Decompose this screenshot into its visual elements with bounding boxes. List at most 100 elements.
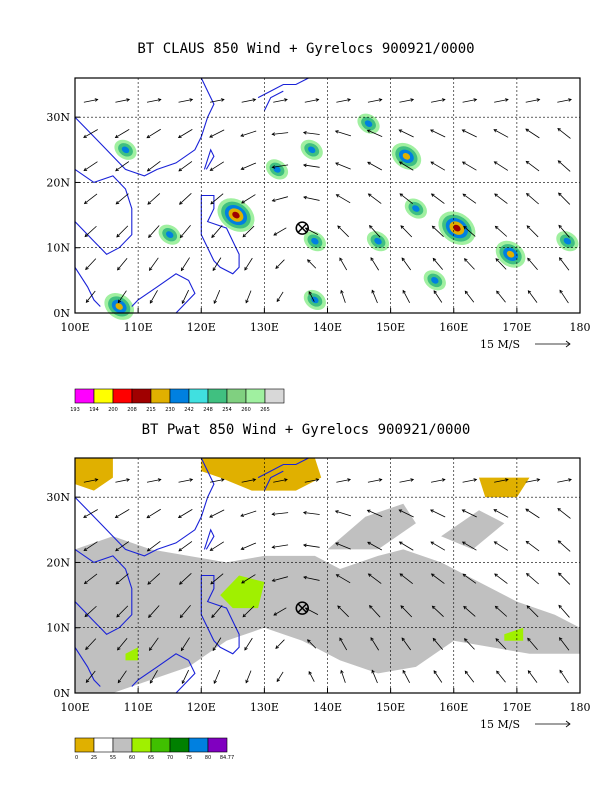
wind-vector-head bbox=[302, 163, 307, 168]
wind-vector-head bbox=[240, 513, 245, 517]
wind-vector bbox=[242, 605, 255, 618]
wind-vector bbox=[336, 194, 351, 204]
colorbar-swatch bbox=[207, 737, 228, 753]
wind-vector-head bbox=[340, 289, 344, 294]
cloud-cell bbox=[273, 166, 281, 173]
wind-vector bbox=[242, 225, 255, 238]
wind-vector bbox=[178, 161, 193, 172]
wind-vector-head bbox=[494, 573, 498, 577]
coastline bbox=[203, 528, 215, 550]
colorbar-label: 70 bbox=[167, 755, 173, 761]
wind-vector-head bbox=[334, 510, 339, 514]
wind-vector bbox=[399, 509, 414, 518]
wind-vector-head bbox=[115, 547, 119, 552]
wind-vector bbox=[241, 479, 256, 483]
wind-vector bbox=[401, 257, 412, 271]
wind-vector bbox=[304, 99, 319, 103]
wind-vector-head bbox=[271, 198, 276, 202]
cloud-cell bbox=[311, 296, 319, 304]
wind-vector-head bbox=[115, 580, 120, 585]
wind-vector bbox=[272, 512, 289, 515]
wind-vector-head bbox=[211, 614, 215, 619]
wind-vector bbox=[147, 193, 161, 205]
wind-vector-head bbox=[240, 166, 245, 170]
cloud-cell bbox=[364, 120, 373, 128]
wind-vector bbox=[463, 606, 476, 617]
wind-vector-head bbox=[85, 266, 89, 271]
wind-vector-head bbox=[308, 670, 312, 675]
wind-vector-head bbox=[568, 98, 572, 102]
wind-vector-head bbox=[84, 613, 89, 618]
wind-vector bbox=[494, 573, 508, 584]
wind-vector bbox=[84, 605, 97, 617]
wind-vector-head bbox=[463, 605, 467, 610]
wind-vector-head bbox=[335, 542, 339, 546]
wind-vector-head bbox=[473, 98, 478, 102]
wind-vector-head bbox=[149, 680, 154, 684]
wind-vector bbox=[433, 290, 443, 303]
wind-vector bbox=[525, 508, 540, 519]
wind-vector bbox=[337, 605, 349, 618]
wind-vector-head bbox=[366, 129, 371, 133]
wind-vector bbox=[116, 225, 129, 238]
wind-vector-head bbox=[146, 548, 151, 552]
wind-vector-head bbox=[83, 167, 88, 172]
vector-scale-label: 15 M/S bbox=[480, 338, 520, 351]
wind-vector-head bbox=[370, 637, 374, 641]
gyre-location-marker-cross bbox=[297, 223, 307, 233]
wind-vector bbox=[211, 225, 223, 238]
wind-vector bbox=[272, 132, 289, 135]
wind-vector bbox=[115, 161, 130, 172]
wind-vector bbox=[84, 573, 98, 584]
colorbar-label: 193 bbox=[70, 407, 80, 413]
wind-vector-head bbox=[149, 300, 154, 304]
wind-vector bbox=[558, 572, 571, 585]
wind-vector bbox=[178, 129, 193, 138]
wind-vector-head bbox=[157, 478, 162, 482]
wind-vector-head bbox=[371, 669, 375, 674]
wind-vector bbox=[83, 541, 98, 551]
wind-vector bbox=[526, 161, 540, 172]
wind-vector-head bbox=[284, 98, 288, 102]
wind-vector bbox=[335, 162, 351, 170]
wind-vector-head bbox=[527, 637, 531, 642]
wind-vector bbox=[432, 225, 444, 237]
wind-vector-head bbox=[252, 478, 257, 482]
wind-vector bbox=[308, 671, 315, 682]
wind-vector bbox=[371, 290, 378, 304]
wind-vector bbox=[559, 670, 569, 684]
wind-vector-head bbox=[126, 98, 131, 102]
wind-vector-head bbox=[180, 267, 185, 272]
coastline bbox=[203, 148, 215, 170]
wind-vector-head bbox=[85, 299, 90, 303]
colorbar-label: 84.77 bbox=[220, 755, 234, 761]
wind-vector-head bbox=[334, 130, 339, 134]
wind-vector bbox=[526, 541, 540, 552]
wind-vector-head bbox=[525, 192, 530, 197]
cloud-cell bbox=[431, 276, 439, 284]
y-tick-label: 30N bbox=[46, 491, 70, 504]
wind-vector-head bbox=[116, 613, 120, 618]
wind-vector bbox=[493, 509, 509, 518]
wind-vector bbox=[115, 479, 130, 483]
wind-vector bbox=[495, 638, 507, 650]
wind-vector bbox=[494, 193, 508, 204]
coastline bbox=[263, 470, 284, 491]
wind-vector-head bbox=[558, 257, 563, 261]
cloud-cell bbox=[232, 211, 240, 219]
claus-chart: 100E 110E 120E 130E 140E 150E 160E 170E 180 0N 10N… bbox=[46, 77, 591, 351]
wind-vector-head bbox=[558, 604, 562, 609]
wind-vector-head bbox=[177, 134, 182, 139]
wind-vector-head bbox=[220, 478, 225, 482]
wind-vector bbox=[179, 573, 192, 585]
pwat-region-dry bbox=[201, 458, 322, 491]
wind-vector-head bbox=[209, 134, 213, 138]
wind-vector bbox=[213, 669, 221, 684]
wind-vector-head bbox=[464, 290, 469, 295]
wind-vector bbox=[336, 99, 351, 103]
wind-vector-head bbox=[337, 225, 341, 229]
wind-vector bbox=[432, 605, 444, 617]
wind-vector bbox=[430, 541, 446, 551]
wind-vector bbox=[209, 509, 225, 518]
wind-vector bbox=[307, 639, 317, 649]
